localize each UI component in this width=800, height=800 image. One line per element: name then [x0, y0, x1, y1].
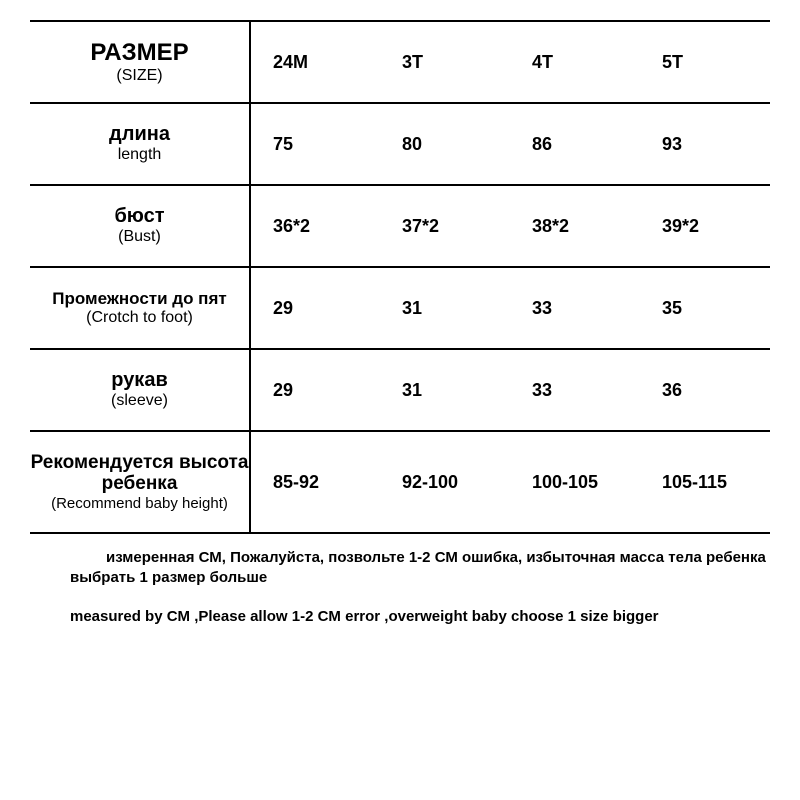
data-cell: 85-92	[250, 431, 380, 533]
data-cell: 105-115	[640, 431, 770, 533]
data-cell: 93	[640, 103, 770, 185]
data-cell: 33	[510, 267, 640, 349]
data-cell: 33	[510, 349, 640, 431]
data-cell: 31	[380, 349, 510, 431]
table-row: рукав (sleeve) 29 31 33 36	[30, 349, 770, 431]
table-row: бюст (Bust) 36*2 37*2 38*2 39*2	[30, 185, 770, 267]
row-label-en: (Bust)	[30, 228, 249, 246]
table-row: Рекомендуется высота ребенка (Recommend …	[30, 431, 770, 533]
note-ru-line1: измеренная СМ, Пожалуйста, позвольте 1-2…	[70, 548, 770, 568]
data-cell: 80	[380, 103, 510, 185]
note-en: measured by CM ,Please allow 1-2 CM erro…	[70, 607, 770, 627]
data-cell: 39*2	[640, 185, 770, 267]
row-label-ru: Промежности до пят	[30, 289, 249, 309]
data-cell: 38*2	[510, 185, 640, 267]
row-label-en: length	[30, 146, 249, 164]
data-cell: 100-105	[510, 431, 640, 533]
row-label-ru: бюст	[30, 205, 249, 228]
data-cell: 86	[510, 103, 640, 185]
data-cell: 29	[250, 349, 380, 431]
header-label-en: (SIZE)	[30, 67, 249, 85]
size-chart-table: РАЗМЕР (SIZE) 24M 3T 4T 5T длина length …	[30, 20, 770, 534]
table-header-row: РАЗМЕР (SIZE) 24M 3T 4T 5T	[30, 21, 770, 103]
data-cell: 35	[640, 267, 770, 349]
header-label-ru: РАЗМЕР	[30, 39, 249, 67]
row-label-cell: Рекомендуется высота ребенка (Recommend …	[30, 431, 250, 533]
data-cell: 29	[250, 267, 380, 349]
note-ru-line2: выбрать 1 размер больше	[70, 569, 267, 586]
row-label-en: (Recommend baby height)	[30, 495, 249, 512]
row-label-cell: рукав (sleeve)	[30, 349, 250, 431]
data-cell: 37*2	[380, 185, 510, 267]
row-label-ru: Рекомендуется высота ребенка	[30, 452, 249, 496]
data-cell: 75	[250, 103, 380, 185]
table-row: длина length 75 80 86 93	[30, 103, 770, 185]
row-label-cell: длина length	[30, 103, 250, 185]
row-label-cell: бюст (Bust)	[30, 185, 250, 267]
data-cell: 36*2	[250, 185, 380, 267]
header-label-cell: РАЗМЕР (SIZE)	[30, 21, 250, 103]
row-label-en: (sleeve)	[30, 392, 249, 410]
row-label-ru: длина	[30, 123, 249, 146]
data-cell: 36	[640, 349, 770, 431]
row-label-ru: рукав	[30, 369, 249, 392]
table-row: Промежности до пят (Crotch to foot) 29 3…	[30, 267, 770, 349]
row-label-en: (Crotch to foot)	[30, 309, 249, 327]
notes-block: измеренная СМ, Пожалуйста, позвольте 1-2…	[30, 534, 770, 627]
header-col-1: 3T	[380, 21, 510, 103]
row-label-cell: Промежности до пят (Crotch to foot)	[30, 267, 250, 349]
header-col-0: 24M	[250, 21, 380, 103]
size-chart-container: РАЗМЕР (SIZE) 24M 3T 4T 5T длина length …	[0, 0, 800, 627]
data-cell: 92-100	[380, 431, 510, 533]
header-col-2: 4T	[510, 21, 640, 103]
header-col-3: 5T	[640, 21, 770, 103]
note-ru: измеренная СМ, Пожалуйста, позвольте 1-2…	[70, 548, 770, 589]
data-cell: 31	[380, 267, 510, 349]
